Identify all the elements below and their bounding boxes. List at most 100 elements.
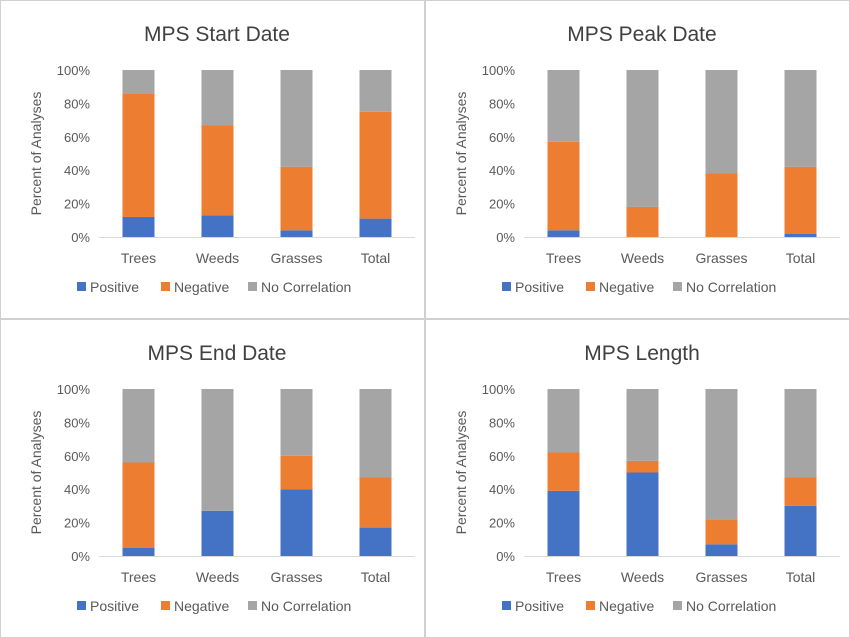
bar-no-correlation-weeds (626, 389, 659, 461)
bar-negative-trees (547, 452, 580, 491)
y-tick-label: 40% (64, 482, 90, 497)
x-tick-label: Grasses (695, 250, 747, 266)
bar-negative-weeds (626, 206, 659, 237)
x-tick-label: Weeds (621, 569, 664, 585)
bar-negative-grasses (280, 455, 313, 490)
legend-swatch (77, 282, 86, 291)
legend-label: Negative (174, 279, 229, 295)
y-tick-label: 80% (64, 96, 90, 111)
legend-swatch (586, 601, 595, 610)
legend-label: Negative (174, 598, 229, 614)
legend-swatch (77, 601, 86, 610)
x-tick-label: Total (361, 250, 391, 266)
bar-no-correlation-weeds (201, 389, 234, 511)
y-axis-label: Percent of Analyses (28, 92, 44, 216)
y-tick-label: 40% (64, 163, 90, 178)
bar-negative-weeds (201, 125, 234, 216)
bar-positive-weeds (626, 472, 659, 556)
bar-no-correlation-trees (547, 70, 580, 142)
bar-positive-trees (547, 230, 580, 237)
chart-svg: MPS Start Date Percent of Analyses 0% 20% 40… (28, 23, 415, 295)
y-tick-label: 80% (64, 415, 90, 430)
y-tick-label: 20% (489, 516, 515, 531)
legend-label: No Correlation (261, 598, 351, 614)
legend-label: Positive (90, 279, 139, 295)
y-tick-label: 100% (482, 382, 516, 397)
y-tick-label: 20% (64, 197, 90, 212)
bar-no-correlation-total (784, 389, 817, 478)
bar-negative-total (359, 477, 392, 528)
y-tick-label: 80% (489, 415, 515, 430)
y-tick-label: 60% (64, 449, 90, 464)
chart-svg: MPS Peak Date Percent of Analyses 0% 20% 40%… (453, 23, 840, 295)
x-tick-label: Total (361, 569, 391, 585)
legend-label: No Correlation (686, 279, 776, 295)
legend-swatch (502, 282, 511, 291)
x-tick-label: Weeds (196, 250, 239, 266)
x-tick-label: Weeds (621, 250, 664, 266)
legend-swatch (502, 601, 511, 610)
legend-label: Negative (599, 279, 654, 295)
bar-positive-grasses (280, 230, 313, 237)
x-tick-label: Grasses (270, 569, 322, 585)
bar-no-correlation-trees (122, 389, 155, 463)
bar-positive-trees (122, 547, 155, 556)
legend-label: Positive (515, 598, 564, 614)
chart-svg: MPS End Date Percent of Analyses 0% 20% 40% 6… (28, 342, 415, 614)
chart-panel-2: MPS Peak Date Percent of Analyses 0% 20% 40%… (425, 0, 850, 319)
legend-label: No Correlation (686, 598, 776, 614)
bar-positive-trees (547, 490, 580, 556)
y-tick-label: 60% (489, 130, 515, 145)
bar-positive-weeds (201, 215, 234, 237)
legend-swatch (673, 282, 682, 291)
x-tick-label: Trees (121, 250, 156, 266)
y-tick-label: 0% (496, 230, 515, 245)
bar-negative-total (784, 477, 817, 506)
y-tick-label: 80% (489, 96, 515, 111)
y-tick-label: 20% (489, 197, 515, 212)
bar-positive-grasses (280, 489, 313, 556)
bar-no-correlation-grasses (280, 70, 313, 167)
legend-swatch (673, 601, 682, 610)
bar-no-correlation-total (359, 389, 392, 478)
bar-positive-total (359, 218, 392, 237)
x-tick-label: Trees (546, 250, 581, 266)
x-tick-label: Weeds (196, 569, 239, 585)
bar-negative-grasses (705, 519, 738, 545)
bar-no-correlation-grasses (280, 389, 313, 456)
x-tick-label: Trees (121, 569, 156, 585)
bar-no-correlation-weeds (201, 70, 234, 126)
legend-swatch (161, 601, 170, 610)
y-tick-label: 60% (64, 130, 90, 145)
chart-panel-1: MPS Start Date Percent of Analyses 0% 20% 40… (0, 0, 425, 319)
bar-positive-grasses (705, 544, 738, 556)
chart-title: MPS Start Date (144, 23, 290, 46)
y-tick-label: 0% (71, 549, 90, 564)
legend-label: No Correlation (261, 279, 351, 295)
chart-title: MPS Peak Date (567, 23, 716, 46)
y-axis-label: Percent of Analyses (28, 411, 44, 535)
y-axis-label: Percent of Analyses (453, 92, 469, 216)
y-tick-label: 40% (489, 163, 515, 178)
y-tick-label: 0% (71, 230, 90, 245)
legend-swatch (586, 282, 595, 291)
bar-negative-trees (122, 93, 155, 217)
legend-swatch (248, 601, 257, 610)
chart-title: MPS Length (584, 342, 700, 365)
bar-positive-total (784, 505, 817, 556)
legend-swatch (161, 282, 170, 291)
bar-no-correlation-trees (547, 389, 580, 453)
bar-negative-total (784, 166, 817, 234)
y-tick-label: 100% (482, 63, 516, 78)
bar-no-correlation-total (359, 70, 392, 112)
bar-no-correlation-weeds (626, 70, 659, 207)
bar-positive-total (359, 527, 392, 556)
legend-label: Positive (515, 279, 564, 295)
x-tick-label: Trees (546, 569, 581, 585)
bar-negative-trees (547, 141, 580, 231)
y-tick-label: 60% (489, 449, 515, 464)
x-tick-label: Grasses (695, 569, 747, 585)
y-axis-label: Percent of Analyses (453, 411, 469, 535)
bar-positive-total (784, 233, 817, 237)
legend-swatch (248, 282, 257, 291)
